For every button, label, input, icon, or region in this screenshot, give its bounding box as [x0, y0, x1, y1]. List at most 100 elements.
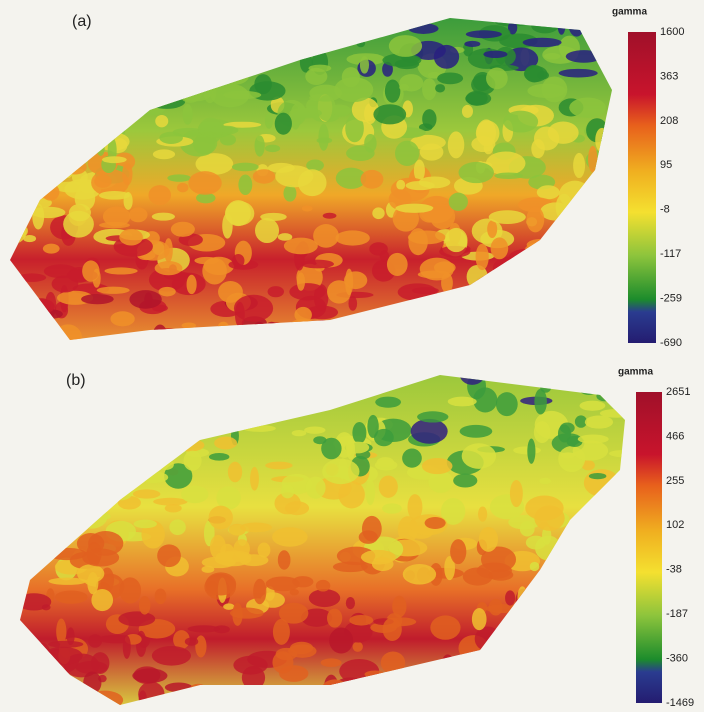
map-patch [476, 119, 496, 146]
map-patch [89, 413, 102, 439]
map-patch [250, 328, 275, 339]
map-patch [171, 222, 195, 237]
map-patch [426, 311, 440, 327]
map-patch [268, 286, 284, 297]
map-patch [383, 618, 402, 641]
map-patch [489, 272, 526, 281]
map-patch [55, 590, 88, 603]
map-patch [114, 39, 132, 46]
map-patch [148, 185, 171, 205]
map-patch [167, 174, 191, 181]
map-patch [589, 473, 607, 479]
map-patch [102, 472, 118, 497]
map-patch [377, 7, 400, 32]
map-patch [522, 316, 544, 324]
map-patch [97, 287, 130, 294]
map-patch [551, 325, 590, 341]
map-patch [559, 69, 598, 78]
map-patch [97, 38, 130, 61]
map-patch [62, 391, 70, 414]
map-patch [23, 396, 45, 416]
map-patch [494, 172, 523, 179]
map-patch [79, 469, 118, 477]
map-patch [234, 295, 273, 322]
map-patch [254, 74, 272, 94]
map-patch [132, 668, 167, 683]
map-patch [265, 11, 295, 38]
map-patch [534, 421, 551, 443]
map-patch [539, 478, 551, 484]
map-patch [181, 370, 195, 386]
map-patch [382, 503, 402, 513]
map-patch [4, 91, 19, 118]
map-patch [364, 671, 385, 678]
map-patch [297, 272, 305, 290]
map-patch [335, 230, 369, 245]
map-patch [52, 510, 80, 519]
map-patch [329, 628, 353, 654]
map-patch [39, 125, 77, 136]
map-patch [195, 8, 219, 31]
map-patch [74, 74, 92, 89]
map-patch [43, 59, 77, 67]
map-patch [129, 290, 161, 309]
map-patch [588, 642, 620, 670]
map-patch [327, 609, 342, 628]
map-patch [87, 572, 98, 594]
colorbar-tick-label: 363 [660, 70, 678, 82]
map-patch [445, 228, 468, 252]
colorbar [636, 392, 662, 703]
map-patch [148, 94, 185, 109]
map-patch [74, 104, 88, 119]
panel-label: (a) [72, 13, 92, 30]
map-patch [534, 389, 547, 415]
map-patch [82, 260, 99, 281]
map-patch [513, 446, 541, 454]
map-patch [159, 60, 197, 87]
map-patch [324, 675, 338, 699]
map-patch [101, 34, 137, 43]
map-patch [387, 253, 408, 276]
map-patch [170, 372, 179, 380]
map-patch [321, 438, 341, 460]
map-patch [258, 542, 271, 557]
map-patch [525, 271, 551, 289]
map-patch [120, 398, 134, 419]
map-patch [559, 243, 587, 270]
map-patch [292, 576, 313, 587]
map-patch [600, 556, 636, 574]
map-patch [375, 397, 401, 408]
map-patch [0, 290, 29, 318]
colorbar-tick-label: -38 [666, 564, 682, 576]
map-patch [165, 683, 193, 693]
colorbar-tick-label: 102 [666, 519, 684, 531]
map-patch [94, 460, 117, 481]
map-patch [309, 65, 332, 72]
map-patch [321, 679, 349, 701]
map-patch [24, 396, 56, 406]
map-patch [260, 213, 287, 221]
map-patch [509, 249, 546, 265]
map-patch [579, 231, 614, 237]
map-patch [281, 484, 295, 498]
map-patch [153, 149, 175, 159]
map-patch [75, 504, 108, 528]
map-patch [591, 20, 616, 34]
map-patch [310, 320, 335, 347]
map-patch [201, 377, 217, 393]
map-patch [596, 391, 614, 401]
map-patch [466, 30, 502, 38]
map-patch [210, 126, 238, 135]
map-patch [585, 415, 613, 428]
map-patch [86, 92, 125, 117]
map-patch [211, 84, 249, 107]
map-patch [7, 26, 23, 48]
map-patch [392, 596, 406, 618]
map-patch [70, 48, 91, 74]
map-patch [460, 425, 493, 438]
map-patch [481, 651, 499, 664]
colorbar [628, 32, 656, 343]
map-patch [155, 115, 168, 127]
map-patch [375, 18, 385, 35]
map-patch [58, 104, 97, 125]
